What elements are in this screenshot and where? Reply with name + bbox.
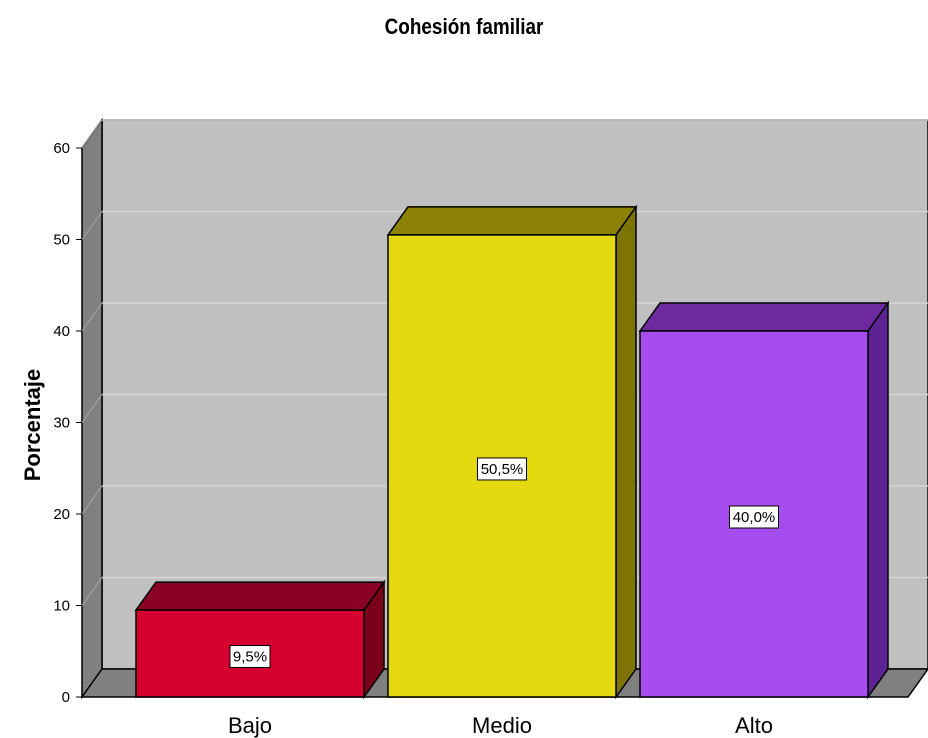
data-label-box: [477, 457, 527, 481]
x-category-label: Bajo: [228, 713, 272, 738]
y-axis-ticks: 0 10 20 30 40 50 60: [53, 140, 82, 706]
gridline-side: [81, 577, 103, 606]
data-label: 9,5%: [233, 649, 267, 666]
gridline-side: [81, 394, 103, 423]
bar-group: 9,5%: [134, 579, 386, 700]
bars: 9,5% 50,5% 40,0%: [134, 204, 890, 700]
x-category-label: Medio: [472, 713, 532, 738]
data-label: 40,0%: [733, 509, 776, 526]
data-label: 50,5%: [481, 461, 524, 478]
x-category-label: Alto: [735, 713, 773, 738]
bar-top: [638, 302, 890, 332]
y-tick-label: 20: [53, 506, 70, 523]
bar-group: 50,5%: [386, 204, 638, 700]
x-axis-categories: Bajo Medio Alto: [228, 713, 773, 738]
y-tick-label: 50: [53, 232, 70, 249]
bar-top: [386, 206, 638, 236]
data-label-box: [729, 505, 779, 529]
gridline-side: [81, 211, 103, 240]
y-tick-label: 30: [53, 415, 70, 432]
data-label-box: [229, 645, 271, 669]
bar-side: [867, 300, 889, 700]
y-tick-label: 0: [62, 689, 70, 706]
chart-title: Cohesión familiar: [384, 14, 544, 39]
bar-group: 40,0%: [638, 300, 890, 700]
gridline-side: [81, 302, 103, 332]
gridline-side: [81, 119, 103, 149]
bar-side: [615, 204, 637, 700]
y-axis-label: Porcentaje: [20, 369, 45, 482]
bar-top: [134, 581, 386, 611]
gridline-side: [81, 485, 103, 515]
y-tick-label: 40: [53, 323, 70, 340]
y-tick-label: 60: [53, 140, 70, 157]
y-tick-label: 10: [53, 598, 70, 615]
